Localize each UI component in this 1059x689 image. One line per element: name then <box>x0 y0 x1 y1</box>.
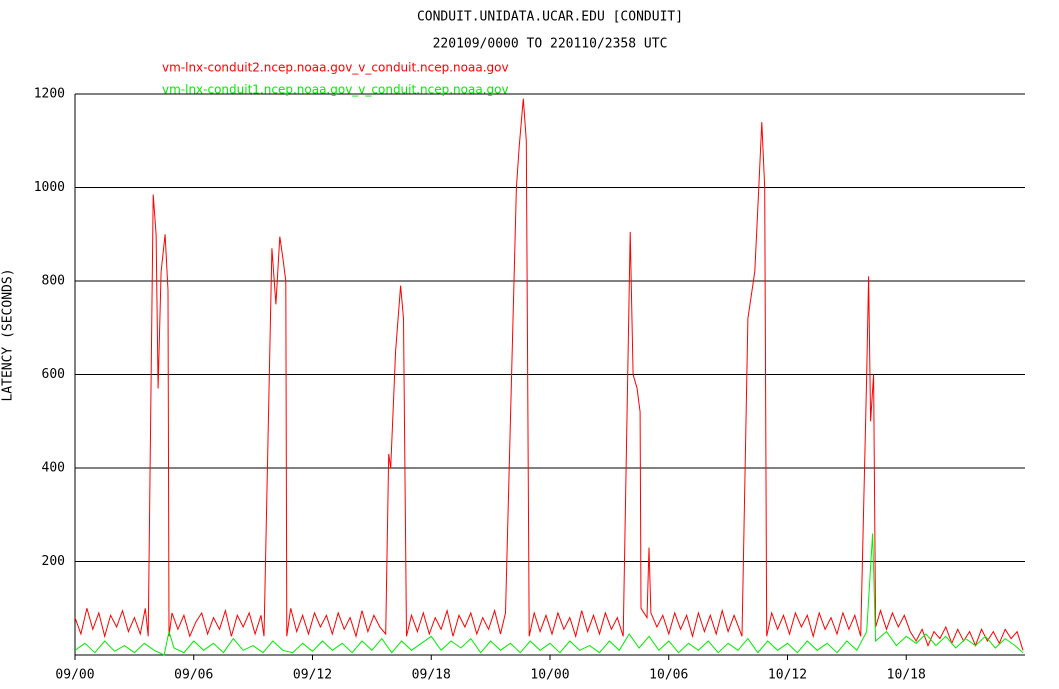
y-tick-label: 1200 <box>34 87 65 102</box>
chart-subtitle: 220109/0000 TO 220110/2358 UTC <box>433 37 668 52</box>
y-tick-label: 400 <box>42 461 65 476</box>
y-tick-label: 200 <box>42 554 65 569</box>
x-tick-label: 09/12 <box>293 668 332 683</box>
x-tick-label: 09/00 <box>55 668 94 683</box>
x-tick-label: 10/18 <box>887 668 926 683</box>
y-tick-label: 800 <box>42 274 65 289</box>
y-tick-label: 600 <box>42 367 65 382</box>
data-line <box>74 98 1024 651</box>
x-tick-label: 10/06 <box>649 668 688 683</box>
chart-title: CONDUIT.UNIDATA.UCAR.EDU [CONDUIT] <box>417 10 683 25</box>
legend-entry: vm-lnx-conduit1.ncep.noaa.gov_v_conduit.… <box>162 83 509 97</box>
legend-entry: vm-lnx-conduit2.ncep.noaa.gov_v_conduit.… <box>162 61 509 75</box>
x-tick-label: 10/12 <box>768 668 807 683</box>
y-axis-label: LATENCY (SECONDS) <box>1 268 16 401</box>
x-tick-label: 09/18 <box>412 668 451 683</box>
y-tick-label: 1000 <box>34 180 65 195</box>
data-line <box>74 533 1024 656</box>
x-tick-label: 09/06 <box>174 668 213 683</box>
x-tick-label: 10/00 <box>530 668 569 683</box>
